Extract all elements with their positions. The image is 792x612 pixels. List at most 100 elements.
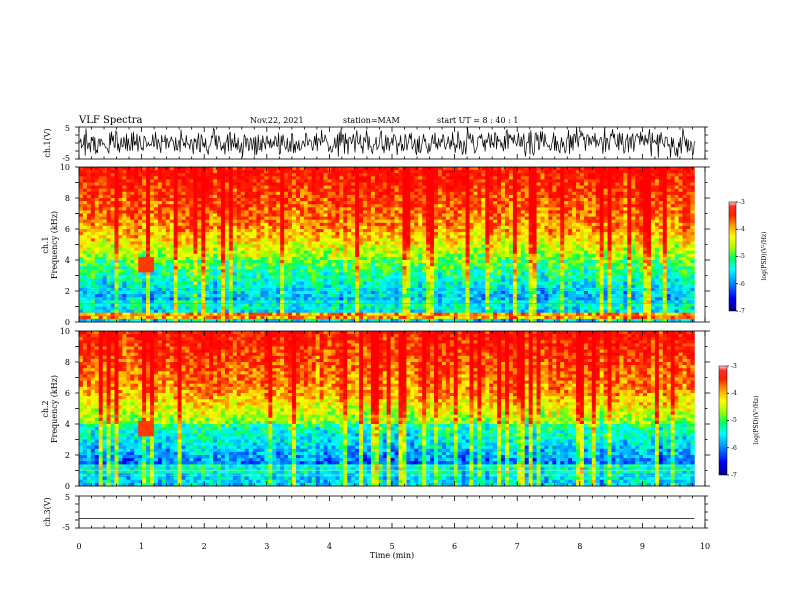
spectrogram-cell [355, 185, 360, 190]
spectrogram-cell [311, 219, 317, 224]
spectrogram-cell [284, 241, 289, 245]
spectrogram-cell [122, 167, 127, 171]
spectrogram-cell [122, 229, 127, 233]
spectrogram-cell [532, 216, 537, 221]
spectrogram-cell [449, 229, 455, 233]
spectrogram-cell [110, 194, 115, 199]
spectrogram-cell [276, 201, 281, 205]
spectrogram-cell [650, 229, 656, 233]
spectrogram-cell [457, 232, 463, 236]
spectrogram-cell [217, 241, 222, 245]
spectrogram-cell [82, 213, 88, 217]
spectrogram-cell [457, 198, 463, 202]
spectrogram-cell [430, 173, 435, 177]
spectrogram-cell [481, 194, 486, 199]
spectrogram-cell [165, 253, 171, 258]
spectrogram-cell [130, 225, 135, 230]
spectrogram-cell [635, 222, 640, 227]
spectrogram-cell [481, 216, 486, 221]
spectrogram-cell [536, 263, 541, 267]
spectrogram-cell [347, 244, 352, 248]
spectrogram-cell [445, 238, 451, 242]
spectrogram-cell [430, 170, 435, 174]
spectrogram-cell [441, 201, 447, 205]
spectrogram-cell [690, 173, 695, 177]
spectrogram-cell [611, 222, 616, 227]
spectrogram-cell [430, 222, 435, 227]
spectrogram-cell [635, 241, 640, 245]
spectrogram-cell [434, 225, 439, 230]
spectrogram-cell [465, 225, 470, 230]
spectrogram-cell [193, 260, 198, 264]
spectrogram-cell [654, 194, 660, 199]
spectrogram-cell [576, 201, 581, 205]
spectrogram-cell [528, 188, 534, 193]
spectrogram-cell [666, 247, 672, 252]
spectrogram-cell [248, 222, 253, 227]
spectrogram-cell [161, 191, 167, 196]
spectrogram-cell [394, 213, 399, 217]
spectrogram-cell [252, 241, 257, 245]
spectrogram-cell [627, 232, 632, 236]
spectrogram-cell [508, 241, 514, 245]
spectrogram-cell [295, 256, 301, 261]
spectrogram-cell [477, 222, 482, 227]
spectrogram-cell [469, 213, 474, 217]
spectrogram-cell [221, 225, 226, 230]
spectrogram-cell [434, 167, 439, 171]
spectrogram-cell [599, 260, 605, 264]
spectrogram-cell [579, 198, 585, 202]
spectrogram-cell [106, 225, 111, 230]
spectrogram-cell [469, 188, 474, 193]
spectrogram-cell [351, 222, 356, 227]
spectrogram-cell [599, 235, 605, 239]
spectrogram-cell [169, 213, 175, 217]
spectrogram-cell [264, 244, 269, 248]
spectrogram-cell [453, 263, 459, 267]
spectrogram-cell [343, 247, 348, 252]
spectrogram-cell [295, 235, 301, 239]
spectrogram-cell [449, 194, 455, 199]
spectrogram-cell [268, 210, 273, 214]
spectrogram-cell [576, 182, 581, 186]
spectrogram-cell [295, 253, 301, 258]
spectrogram-cell [366, 210, 372, 214]
spectrogram-cell [335, 188, 340, 193]
spectrogram-cell [615, 232, 620, 236]
spectrogram-cell [520, 179, 526, 183]
spectrogram-cell [686, 263, 691, 267]
spectrogram-cell [280, 244, 285, 248]
spectrogram-cell [347, 232, 352, 236]
spectrogram-cell [79, 222, 84, 227]
spectrogram-cell [449, 219, 455, 224]
spectrogram-cell [576, 232, 581, 236]
spectrogram-cell [370, 263, 376, 267]
spectrogram-cell [453, 201, 459, 205]
spectrogram-cell [406, 201, 411, 205]
spectrogram-cell [556, 207, 561, 211]
spectrogram-cell [256, 232, 261, 236]
spectrogram-cell [524, 222, 530, 227]
spectrogram-cell [146, 207, 151, 211]
spectrogram-cell [224, 173, 230, 177]
spectrogram-cell [366, 229, 372, 233]
spectrogram-cell [228, 194, 234, 199]
spectrogram-cell [205, 235, 210, 239]
spectrogram-cell [437, 204, 443, 208]
spectrogram-cell [445, 222, 451, 227]
spectrogram-cell [110, 225, 115, 230]
spectrogram-cell [224, 235, 230, 239]
spectrogram-cell [146, 198, 151, 202]
spectrogram-cell [244, 219, 250, 224]
spectrogram-cell [410, 263, 415, 267]
spectrogram-cell [228, 216, 234, 221]
spectrogram-cell [319, 204, 324, 208]
spectrogram-cell [678, 194, 683, 199]
spectrogram-cell [134, 216, 139, 221]
spectrogram-cell [359, 207, 364, 211]
spectrogram-cell [678, 247, 683, 252]
spectrogram-cell [185, 198, 190, 202]
spectrogram-cell [485, 229, 490, 233]
spectrogram-cell [658, 167, 664, 171]
spectrogram-cell [386, 201, 392, 205]
